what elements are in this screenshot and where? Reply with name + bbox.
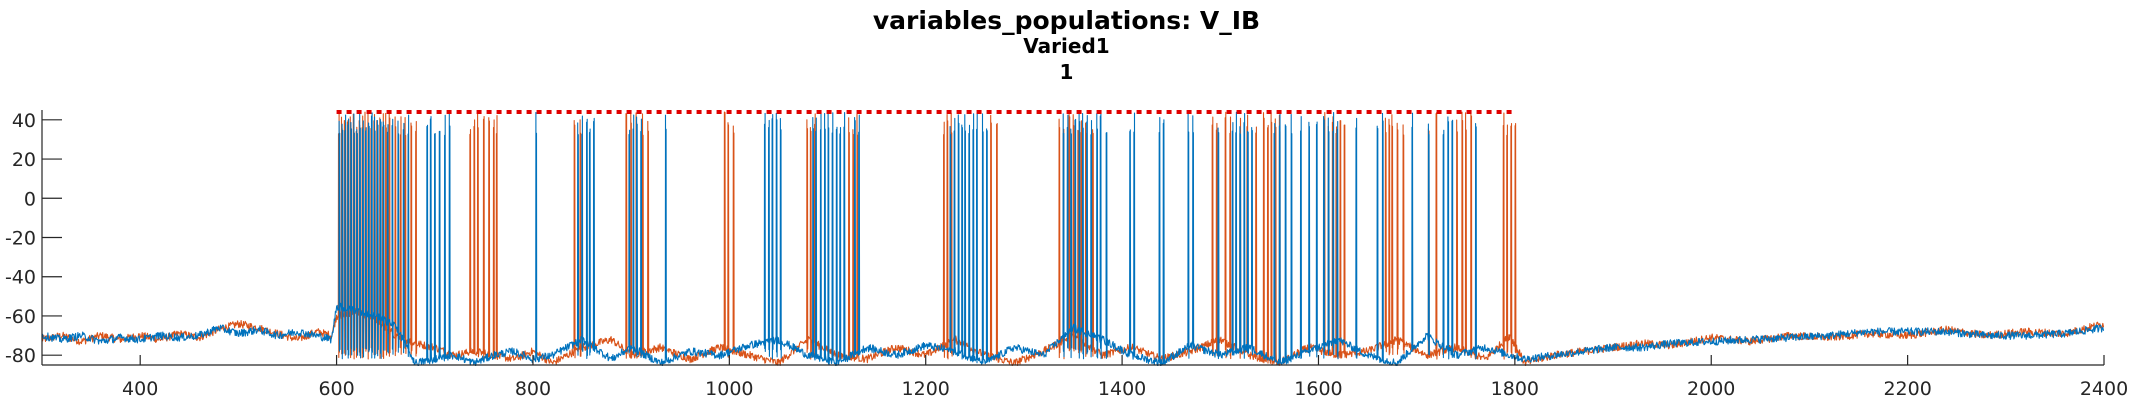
x-tick-label: 2200 [1883,378,1931,400]
y-tick-label: -20 [5,228,36,250]
y-tick-label: -60 [5,306,36,328]
x-tick-label: 800 [515,378,551,400]
series-layer [41,111,2104,366]
x-tick-label: 400 [122,378,158,400]
x-tick-label: 2400 [2080,378,2128,400]
x-tick-label: 1400 [1098,378,1146,400]
series-line-1 [41,111,2104,366]
x-tick-label: 1800 [1491,378,1539,400]
axes-layer: 400 600 800 1000 1200 1400 1600 1800 2000 2200 240… [5,110,2128,400]
x-tick-label: 1600 [1294,378,1342,400]
y-tick-label: 20 [12,149,36,171]
x-tick-label: 600 [318,378,354,400]
x-tick-label: 1200 [902,378,950,400]
chart-subtitle: Varied1 [1023,34,1110,58]
chart-title: variables_populations: V_IB [872,6,1261,35]
x-tick-label: 2000 [1687,378,1735,400]
y-tick-label: -40 [5,267,36,289]
chart-subtitle-index: 1 [1059,60,1074,84]
y-tick-label: -80 [5,345,36,367]
y-tick-label: 0 [24,188,36,210]
x-tick-label: 1000 [705,378,753,400]
y-tick-label: 40 [12,110,36,132]
